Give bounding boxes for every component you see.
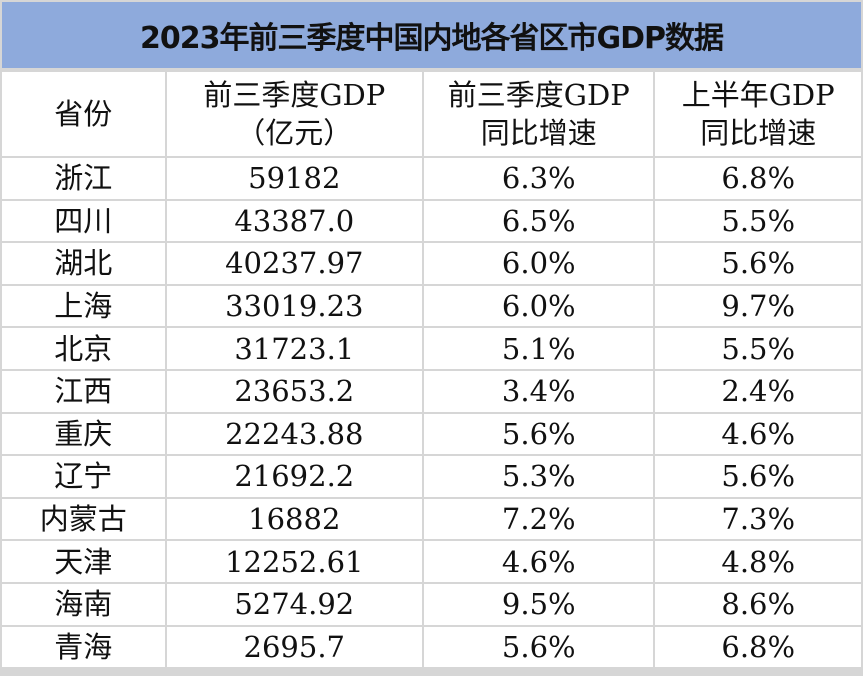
table-row: 重庆 22243.88 5.6% 4.6% [2, 413, 861, 455]
cell-province: 四川 [2, 200, 165, 242]
cell-q3-growth: 6.0% [424, 243, 654, 284]
gdp-table: 省份 前三季度GDP （亿元） 前三季度GDP 同比增速 上半年GDP 同比增速 浙江… [0, 70, 863, 670]
cell-q3-growth: 6.3% [424, 158, 654, 199]
cell-province: 湖北 [2, 243, 165, 284]
header-province: 省份 [2, 72, 165, 156]
table-row: 海南 5274.92 9.5% 8.6% [2, 583, 861, 625]
cell-q3-growth: 7.2% [424, 498, 654, 540]
cell-h1-growth: 5.6% [655, 456, 861, 497]
cell-province: 青海 [2, 626, 165, 668]
cell-h1-growth: 8.6% [655, 583, 861, 625]
header-q3-growth: 前三季度GDP 同比增速 [424, 72, 654, 156]
header-h1-growth: 上半年GDP 同比增速 [655, 72, 861, 156]
cell-q3-growth: 5.3% [424, 456, 654, 497]
header-label: 上半年GDP [681, 78, 835, 112]
table-row: 辽宁 21692.2 5.3% 5.6% [2, 456, 861, 497]
cell-province: 重庆 [2, 413, 165, 455]
cell-province: 浙江 [2, 158, 165, 199]
cell-gdp: 21692.2 [166, 456, 423, 497]
cell-q3-growth: 3.4% [424, 370, 654, 412]
table-row: 天津 12252.61 4.6% 4.8% [2, 541, 861, 582]
table-title: 2023年前三季度中国内地各省区市GDP数据 [2, 2, 861, 68]
cell-q3-growth: 6.5% [424, 200, 654, 242]
cell-gdp: 33019.23 [166, 285, 423, 327]
cell-h1-growth: 5.5% [655, 328, 861, 369]
cell-gdp: 16882 [166, 498, 423, 540]
cell-province: 天津 [2, 541, 165, 582]
cell-gdp: 2695.7 [166, 626, 423, 668]
cell-q3-growth: 6.0% [424, 285, 654, 327]
table-row: 湖北 40237.97 6.0% 5.6% [2, 243, 861, 284]
cell-gdp: 31723.1 [166, 328, 423, 369]
header-label: 省份 [54, 97, 113, 131]
cell-gdp: 12252.61 [166, 541, 423, 582]
header-label: （亿元） [236, 116, 353, 150]
cell-h1-growth: 4.6% [655, 413, 861, 455]
cell-province: 内蒙古 [2, 498, 165, 540]
cell-h1-growth: 9.7% [655, 285, 861, 327]
cell-gdp: 40237.97 [166, 243, 423, 284]
cell-gdp: 43387.0 [166, 200, 423, 242]
table-row: 江西 23653.2 3.4% 2.4% [2, 370, 861, 412]
table-row: 四川 43387.0 6.5% 5.5% [2, 200, 861, 242]
cell-q3-growth: 9.5% [424, 583, 654, 625]
cell-province: 海南 [2, 583, 165, 625]
cell-h1-growth: 4.8% [655, 541, 861, 582]
header-gdp: 前三季度GDP （亿元） [166, 72, 423, 156]
cell-h1-growth: 5.5% [655, 200, 861, 242]
cell-gdp: 22243.88 [166, 413, 423, 455]
cell-gdp: 59182 [166, 158, 423, 199]
cell-q3-growth: 4.6% [424, 541, 654, 582]
cell-province: 辽宁 [2, 456, 165, 497]
cell-gdp: 23653.2 [166, 370, 423, 412]
cell-gdp: 5274.92 [166, 583, 423, 625]
table-row: 北京 31723.1 5.1% 5.5% [2, 328, 861, 369]
cell-q3-growth: 5.6% [424, 626, 654, 668]
cell-q3-growth: 5.1% [424, 328, 654, 369]
header-label: 前三季度GDP [447, 78, 630, 112]
table-row: 上海 33019.23 6.0% 9.7% [2, 285, 861, 327]
header-label: 同比增速 [700, 116, 817, 150]
cell-province: 江西 [2, 370, 165, 412]
cell-h1-growth: 6.8% [655, 626, 861, 668]
cell-province: 上海 [2, 285, 165, 327]
cell-h1-growth: 7.3% [655, 498, 861, 540]
cell-h1-growth: 5.6% [655, 243, 861, 284]
cell-h1-growth: 2.4% [655, 370, 861, 412]
cell-province: 北京 [2, 328, 165, 369]
header-label: 同比增速 [480, 116, 597, 150]
cell-h1-growth: 6.8% [655, 158, 861, 199]
header-row: 省份 前三季度GDP （亿元） 前三季度GDP 同比增速 上半年GDP 同比增速 [2, 72, 861, 156]
table-row: 青海 2695.7 5.6% 6.8% [2, 626, 861, 668]
header-label: 前三季度GDP [203, 78, 386, 112]
table-row: 浙江 59182 6.3% 6.8% [2, 158, 861, 199]
cell-q3-growth: 5.6% [424, 413, 654, 455]
table-row: 内蒙古 16882 7.2% 7.3% [2, 498, 861, 540]
